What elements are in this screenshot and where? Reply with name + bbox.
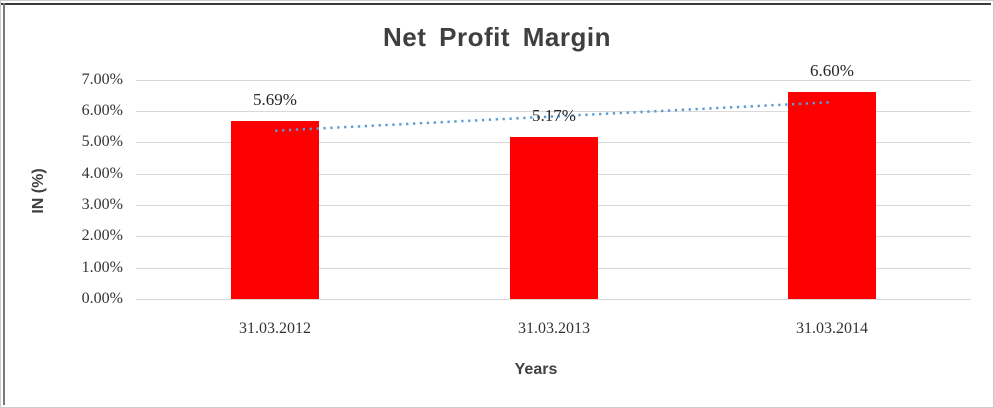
chart-title: Net Profit Margin bbox=[383, 22, 611, 52]
bar bbox=[231, 121, 319, 299]
y-tick-label: 7.00% bbox=[81, 71, 123, 88]
trendline-segment bbox=[275, 100, 832, 132]
gridline bbox=[136, 111, 971, 112]
y-tick-label: 2.00% bbox=[81, 227, 123, 244]
x-category-label: 31.03.2012 bbox=[239, 320, 311, 337]
y-tick-label: 1.00% bbox=[81, 259, 123, 276]
y-tick-label: 6.00% bbox=[81, 102, 123, 119]
y-tick-label: 0.00% bbox=[81, 290, 123, 307]
bar-value-label: 5.17% bbox=[532, 106, 576, 125]
bar bbox=[788, 92, 876, 299]
x-axis-title: Years bbox=[514, 361, 558, 378]
y-axis-title: IN (%) bbox=[30, 168, 47, 214]
gridline bbox=[136, 299, 971, 300]
frame-border-left bbox=[3, 3, 5, 405]
bar bbox=[510, 137, 598, 299]
bar-value-label: 6.60% bbox=[810, 61, 854, 80]
frame-border-top bbox=[1, 3, 991, 5]
x-category-label: 31.03.2013 bbox=[518, 320, 590, 337]
gridline bbox=[136, 80, 971, 81]
y-tick-label: 5.00% bbox=[81, 133, 123, 150]
x-category-label: 31.03.2014 bbox=[796, 320, 868, 337]
y-tick-label: 3.00% bbox=[81, 196, 123, 213]
y-tick-label: 4.00% bbox=[81, 165, 123, 182]
bar-value-label: 5.69% bbox=[253, 90, 297, 109]
